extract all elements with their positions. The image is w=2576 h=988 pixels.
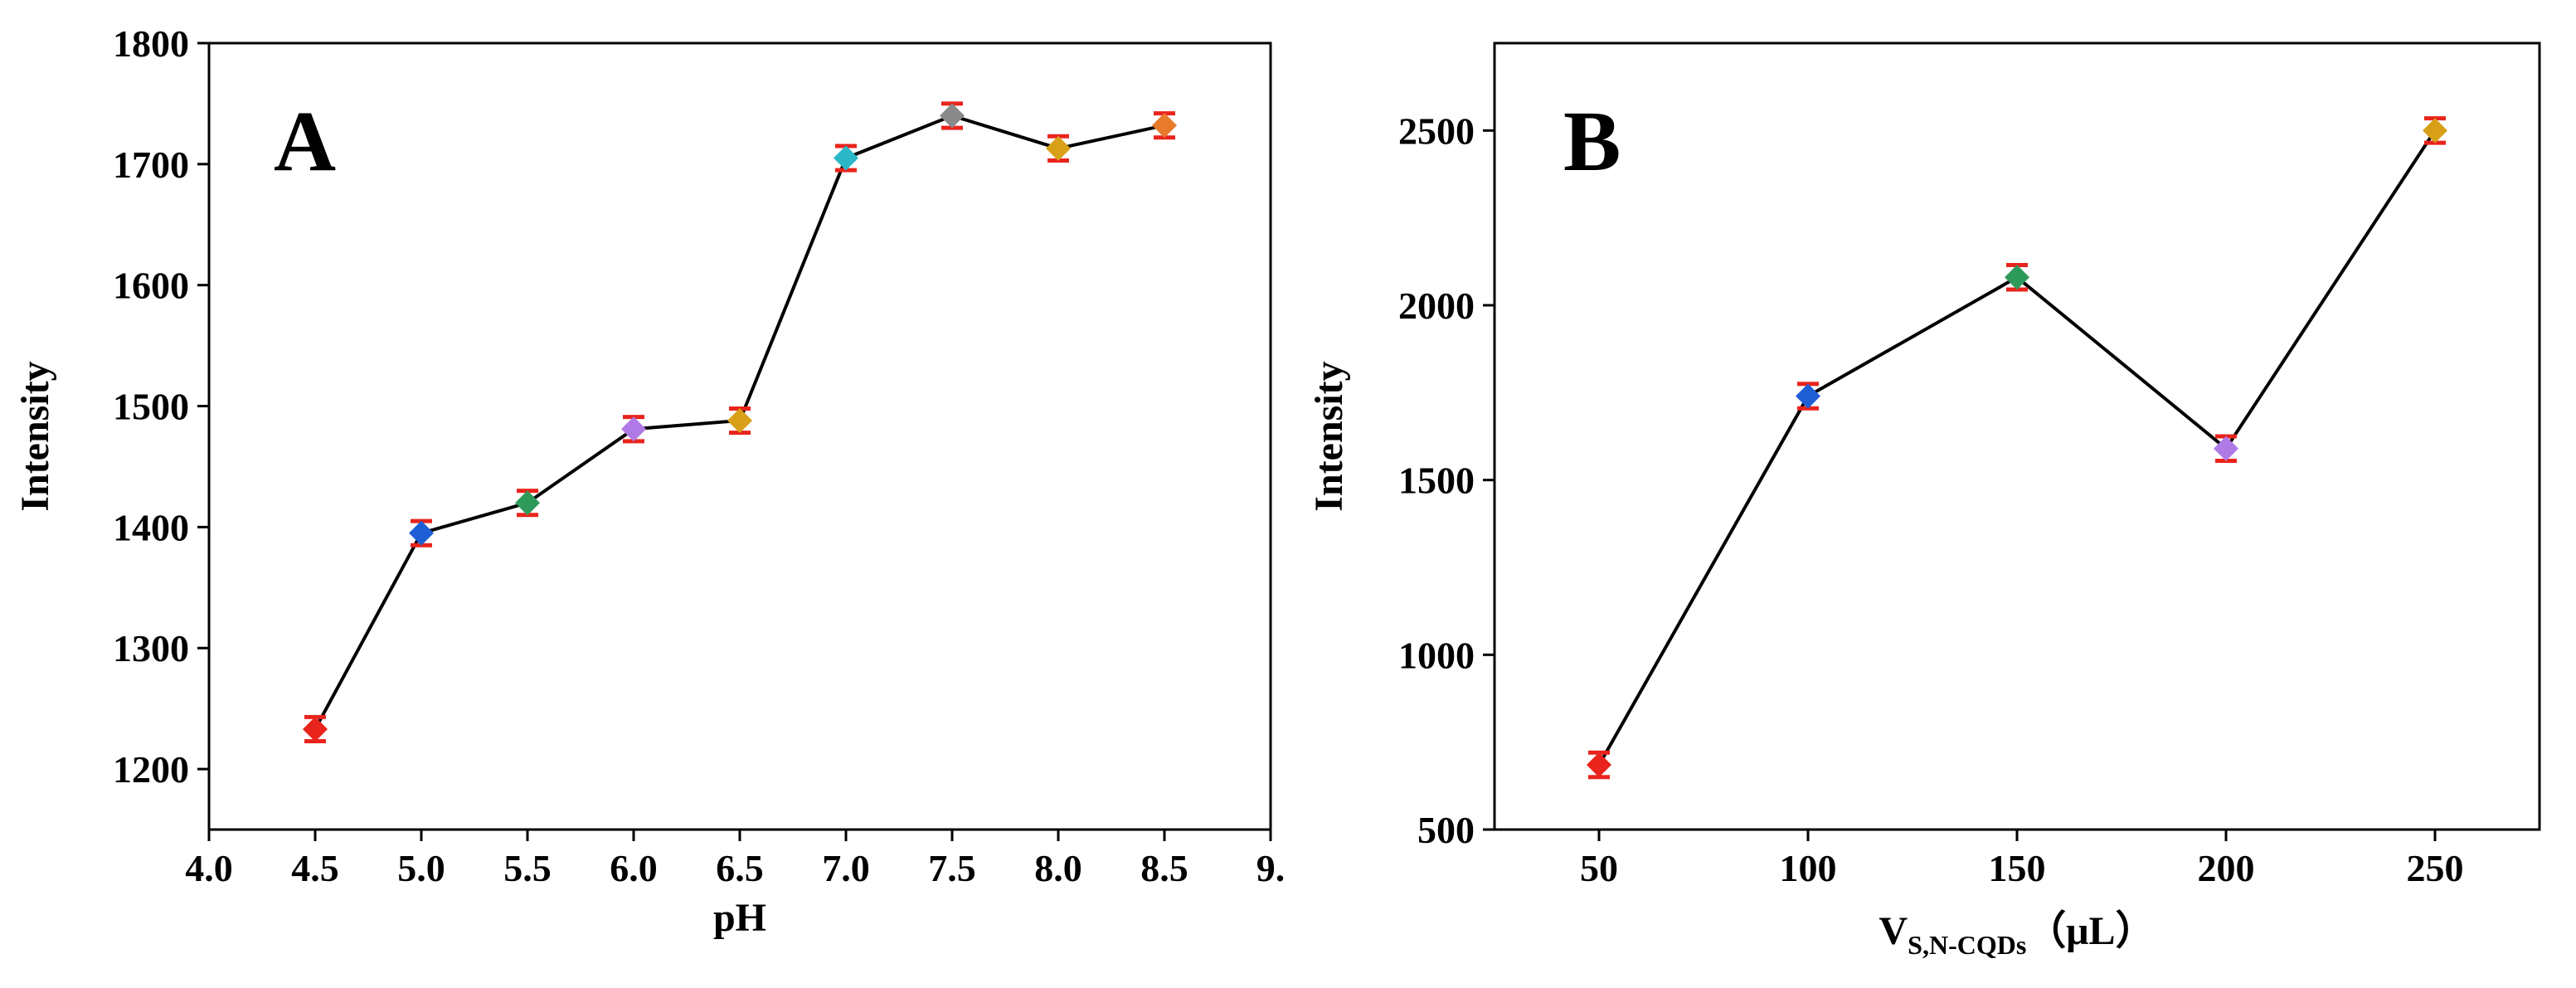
- data-point: [303, 716, 328, 742]
- x-tick-label: 100: [1780, 847, 1837, 889]
- data-point: [409, 520, 434, 546]
- y-tick-label: 1200: [113, 748, 189, 791]
- y-tick-label: 1300: [113, 627, 189, 669]
- data-point: [621, 416, 646, 442]
- x-axis-label: VS,N-CQDs（μL）: [1879, 909, 2155, 960]
- chart-b: 50 100 150 200 250 500 1000 1500 2000 2500 Intensi…: [1307, 41, 2541, 960]
- data-point: [515, 490, 540, 516]
- y-tick-label: 1500: [1398, 460, 1475, 502]
- y-tick-label: 1700: [113, 144, 189, 186]
- y-tick-label: 1000: [1398, 634, 1475, 676]
- x-tick-label: 6.5: [716, 847, 764, 889]
- chart-a: 4.0 4.5 5.0 5.5 6.0 6.5 7.0 7.5 8.0 8.5 9. 1200 1300…: [13, 22, 1285, 940]
- x-tick-label: 8.5: [1140, 847, 1188, 889]
- y-tick-label: 500: [1417, 809, 1475, 851]
- y-tick-label: 2000: [1398, 285, 1475, 327]
- x-tick-label: 5.0: [397, 847, 445, 889]
- x-axis-label-main: V: [1879, 909, 1908, 953]
- x-tick-label: 50: [1580, 847, 1618, 889]
- x-tick-label: 4.5: [291, 847, 339, 889]
- x-tick-label: 6.0: [610, 847, 658, 889]
- y-tick-label: 2500: [1398, 110, 1475, 152]
- y-tick-label: 1400: [113, 506, 189, 548]
- y-tick-label: 1800: [113, 22, 189, 65]
- x-tick-label: 8.0: [1034, 847, 1082, 889]
- panel-label: A: [274, 94, 336, 189]
- series-line: [1597, 129, 2437, 767]
- plot-frame: [207, 41, 1272, 831]
- x-axis-label-unit: （μL）: [2026, 909, 2155, 953]
- x-tick-label: 200: [2198, 847, 2255, 889]
- data-point: [1046, 135, 1071, 161]
- x-tick-label: 150: [1989, 847, 2046, 889]
- data-point: [2005, 265, 2029, 290]
- x-tick-label: 250: [2407, 847, 2464, 889]
- panel-label: B: [1563, 94, 1621, 189]
- y-tick-label: 1500: [113, 386, 189, 428]
- y-axis-label: Intensity: [1307, 361, 1351, 511]
- data-point: [727, 408, 752, 434]
- x-tick-label: 7.5: [928, 847, 976, 889]
- x-tick-label: 9.: [1256, 847, 1286, 889]
- x-axis-label-subscript: S,N-CQDs: [1908, 930, 2026, 960]
- data-point: [1587, 752, 1611, 778]
- x-tick-label: 5.5: [503, 847, 552, 889]
- data-point: [834, 145, 858, 171]
- x-tick-label: 7.0: [822, 847, 870, 889]
- data-point: [2214, 436, 2238, 461]
- y-tick-label: 1600: [113, 265, 189, 307]
- plot-frame: [1493, 41, 2541, 831]
- x-axis-label: pH: [713, 896, 766, 940]
- data-point: [940, 103, 965, 129]
- data-point: [1152, 113, 1177, 139]
- data-point: [1796, 383, 1820, 409]
- x-tick-label: 4.0: [185, 847, 233, 889]
- data-point: [2423, 118, 2447, 144]
- y-axis-label: Intensity: [13, 361, 57, 511]
